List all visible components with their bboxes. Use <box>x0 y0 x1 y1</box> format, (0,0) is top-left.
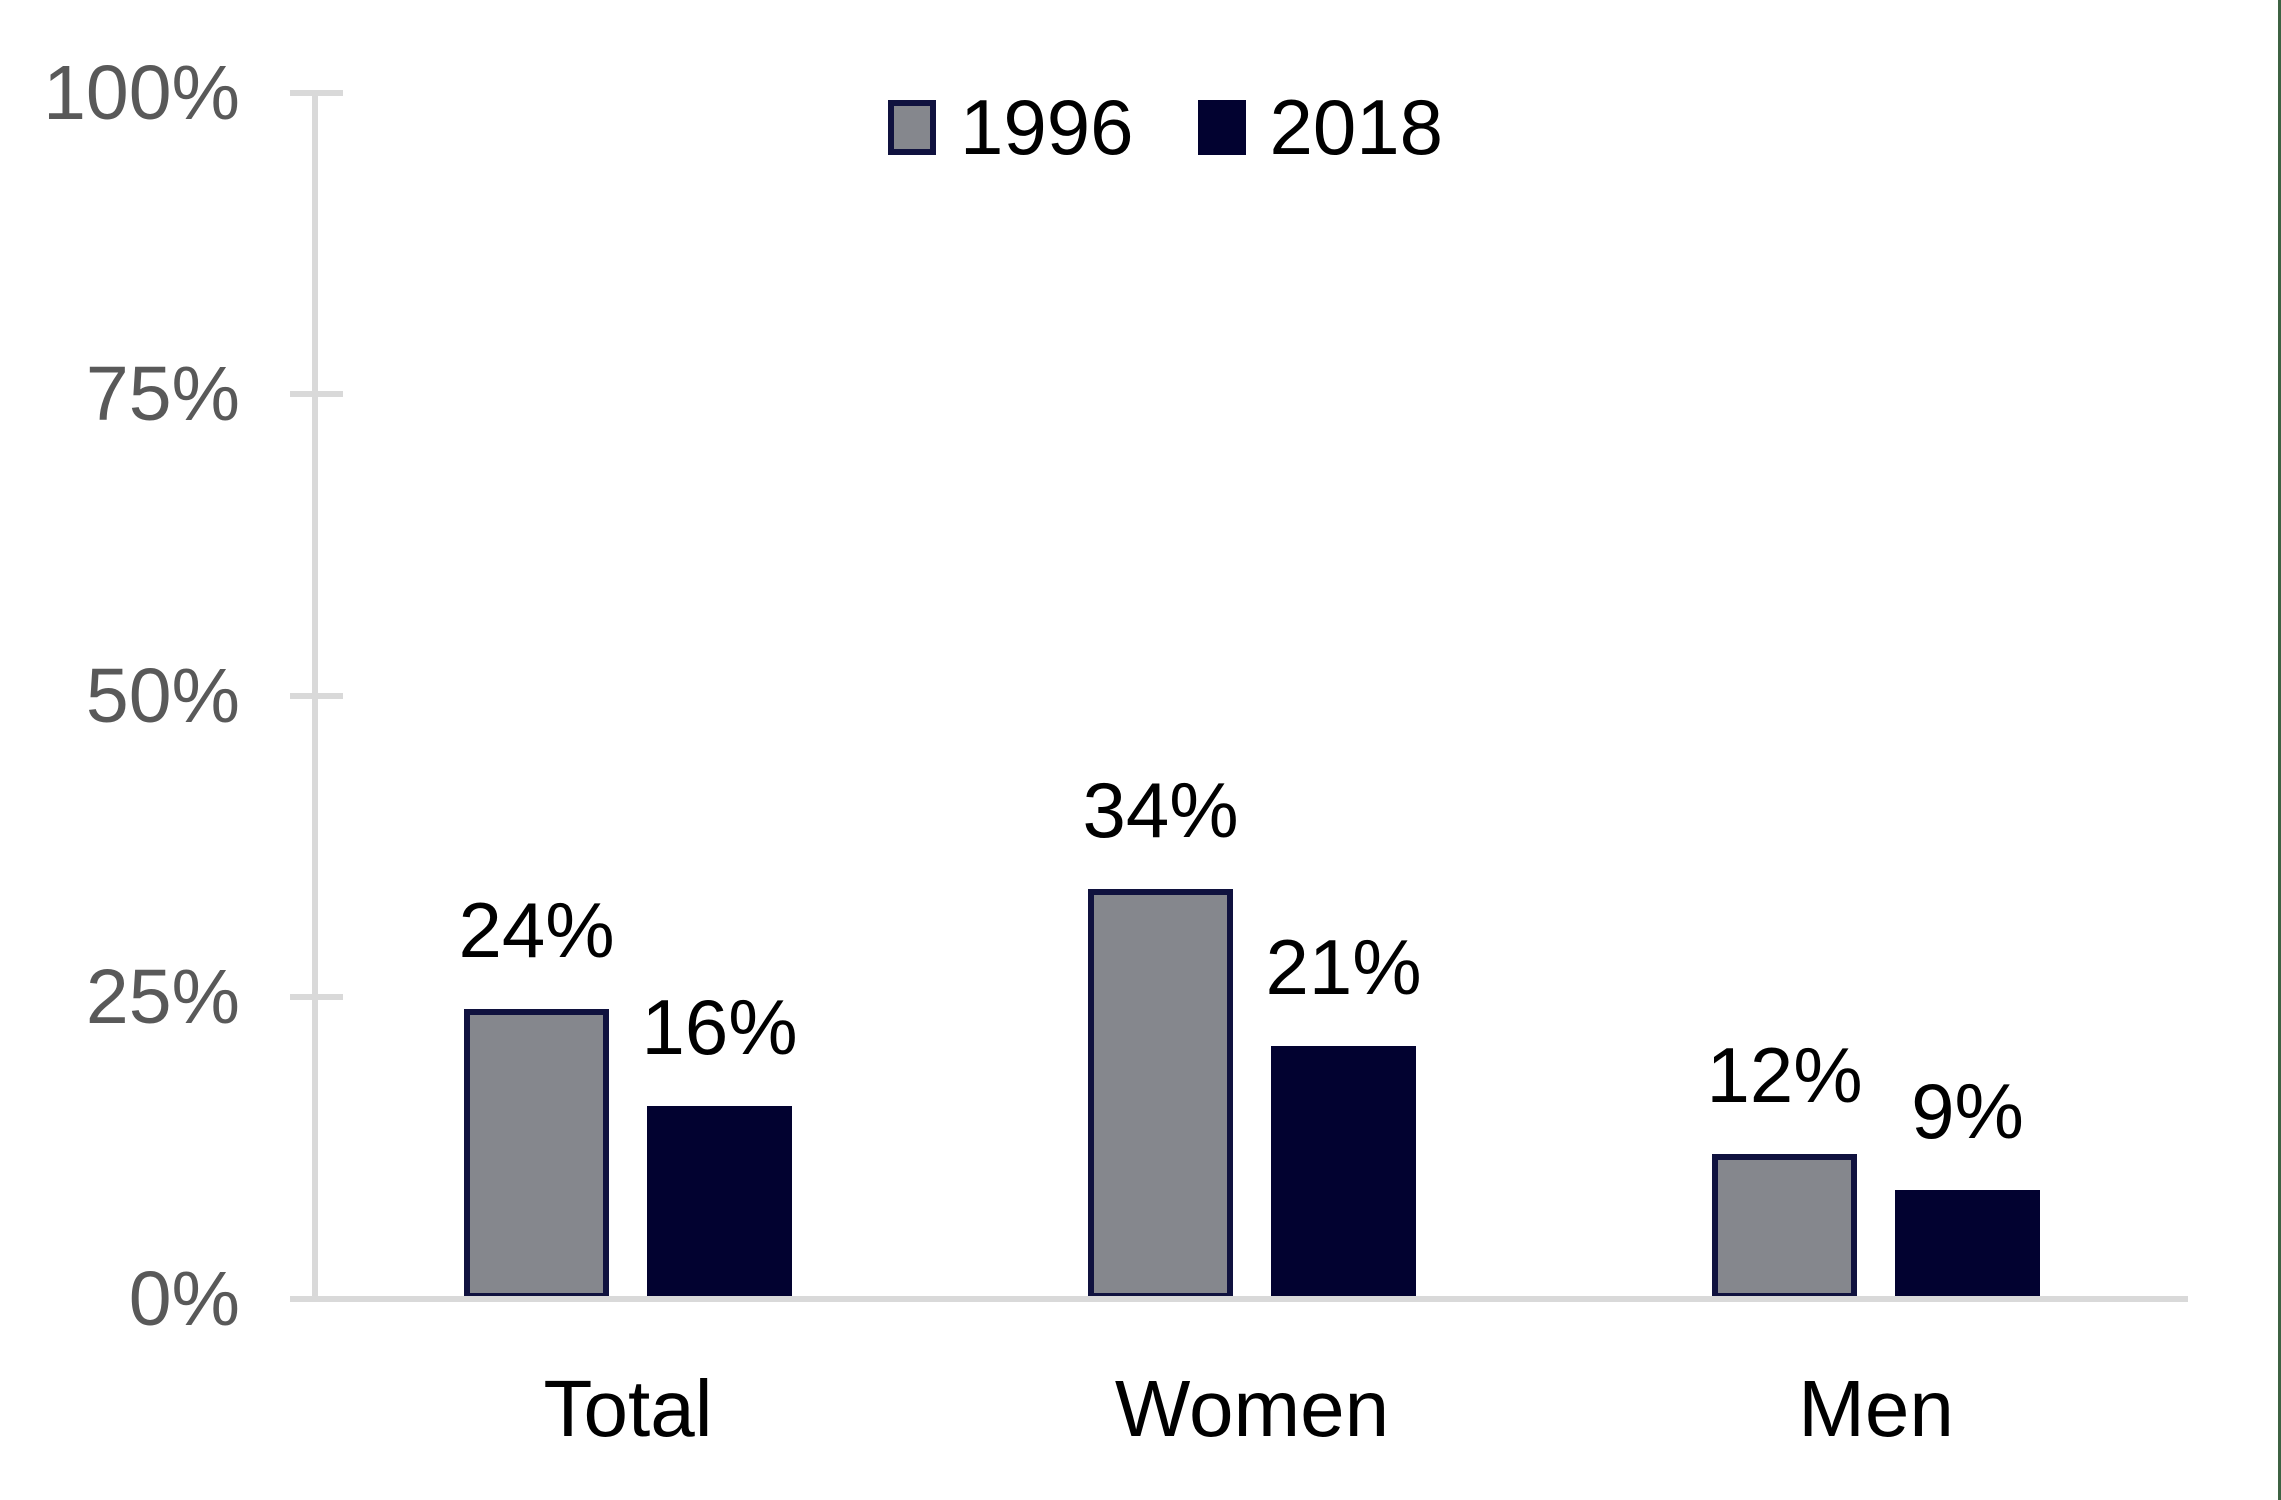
x-axis-line <box>290 1296 2188 1302</box>
legend-marker-2018 <box>1197 99 1246 155</box>
y-axis-tick <box>290 391 343 398</box>
category-label-men: Men <box>1798 1364 1954 1453</box>
category-label-total: Total <box>543 1364 713 1453</box>
bar-2018-total <box>647 1105 792 1299</box>
y-axis-tick-label: 100% <box>43 49 240 136</box>
y-axis-tick <box>290 89 343 96</box>
bar-2018-men <box>1895 1190 2040 1299</box>
legend-item-2018: 2018 <box>1197 83 1444 171</box>
y-axis-tick-label: 25% <box>85 954 240 1041</box>
data-label-2018-total: 16% <box>641 982 798 1071</box>
y-axis-tick-label: 0% <box>128 1256 240 1342</box>
data-label-1996-men: 12% <box>1706 1031 1863 1120</box>
data-label-1996-women: 34% <box>1082 765 1239 854</box>
bar-1996-men <box>1712 1154 1857 1299</box>
y-axis-tick-label: 75% <box>85 351 240 438</box>
data-label-2018-women: 21% <box>1265 922 1422 1011</box>
legend-label-2018: 2018 <box>1269 83 1444 171</box>
legend-marker-1996 <box>888 99 936 155</box>
bar-1996-total <box>464 1009 609 1299</box>
chart-legend: 1996 2018 <box>888 85 1443 169</box>
data-label-1996-total: 24% <box>458 886 615 975</box>
data-label-2018-men: 9% <box>1911 1067 2024 1156</box>
page-edge-line <box>2278 0 2281 1500</box>
y-axis-tick-label: 50% <box>85 652 240 739</box>
bar-1996-women <box>1088 888 1233 1299</box>
category-label-women: Women <box>1114 1364 1390 1453</box>
y-axis-tick <box>290 994 343 1001</box>
legend-label-1996: 1996 <box>960 83 1134 171</box>
bar-2018-women <box>1271 1045 1416 1299</box>
y-axis-tick <box>290 692 343 699</box>
legend-item-1996: 1996 <box>888 88 1134 166</box>
